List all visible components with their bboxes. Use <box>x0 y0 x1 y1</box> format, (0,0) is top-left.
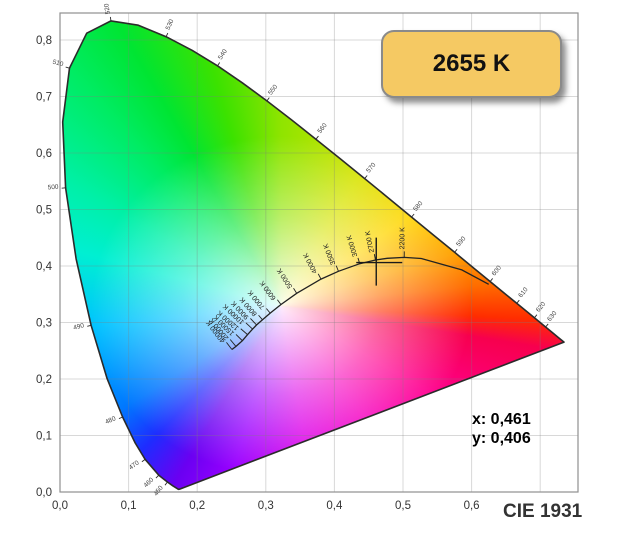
cct-badge-label: 2655 K <box>432 50 511 77</box>
readout-y: y: 0,406 <box>472 430 531 447</box>
y-tick-label: 0,5 <box>36 205 52 217</box>
y-tick-label: 0,2 <box>36 374 52 386</box>
marker-crosshair[interactable] <box>356 237 403 286</box>
x-tick-label: 0,1 <box>121 500 137 512</box>
y-tick-label: 0,0 <box>36 487 52 499</box>
x-tick-label: 0,3 <box>258 500 274 512</box>
wavelength-label: 500 <box>47 183 59 191</box>
y-tick-label: 0,4 <box>36 261 53 273</box>
diagram-title: CIE 1931 <box>503 501 583 522</box>
y-tick-label: 0,1 <box>36 431 52 443</box>
x-tick-label: 0,2 <box>189 500 205 512</box>
x-tick-label: 0,6 <box>464 500 480 512</box>
x-tick-label: 0,0 <box>52 500 68 512</box>
xy-readout: x: 0,461 y: 0,406 <box>472 410 531 448</box>
x-tick-label: 0,4 <box>326 500 343 512</box>
cct-badge: 2655 K <box>381 30 562 98</box>
y-tick-label: 0,3 <box>36 318 52 330</box>
y-tick-label: 0,6 <box>36 148 52 160</box>
y-tick-label: 0,7 <box>36 92 52 104</box>
x-tick-label: 0,5 <box>395 500 411 512</box>
y-tick-label: 0,8 <box>36 35 52 47</box>
readout-x: x: 0,461 <box>472 411 531 428</box>
